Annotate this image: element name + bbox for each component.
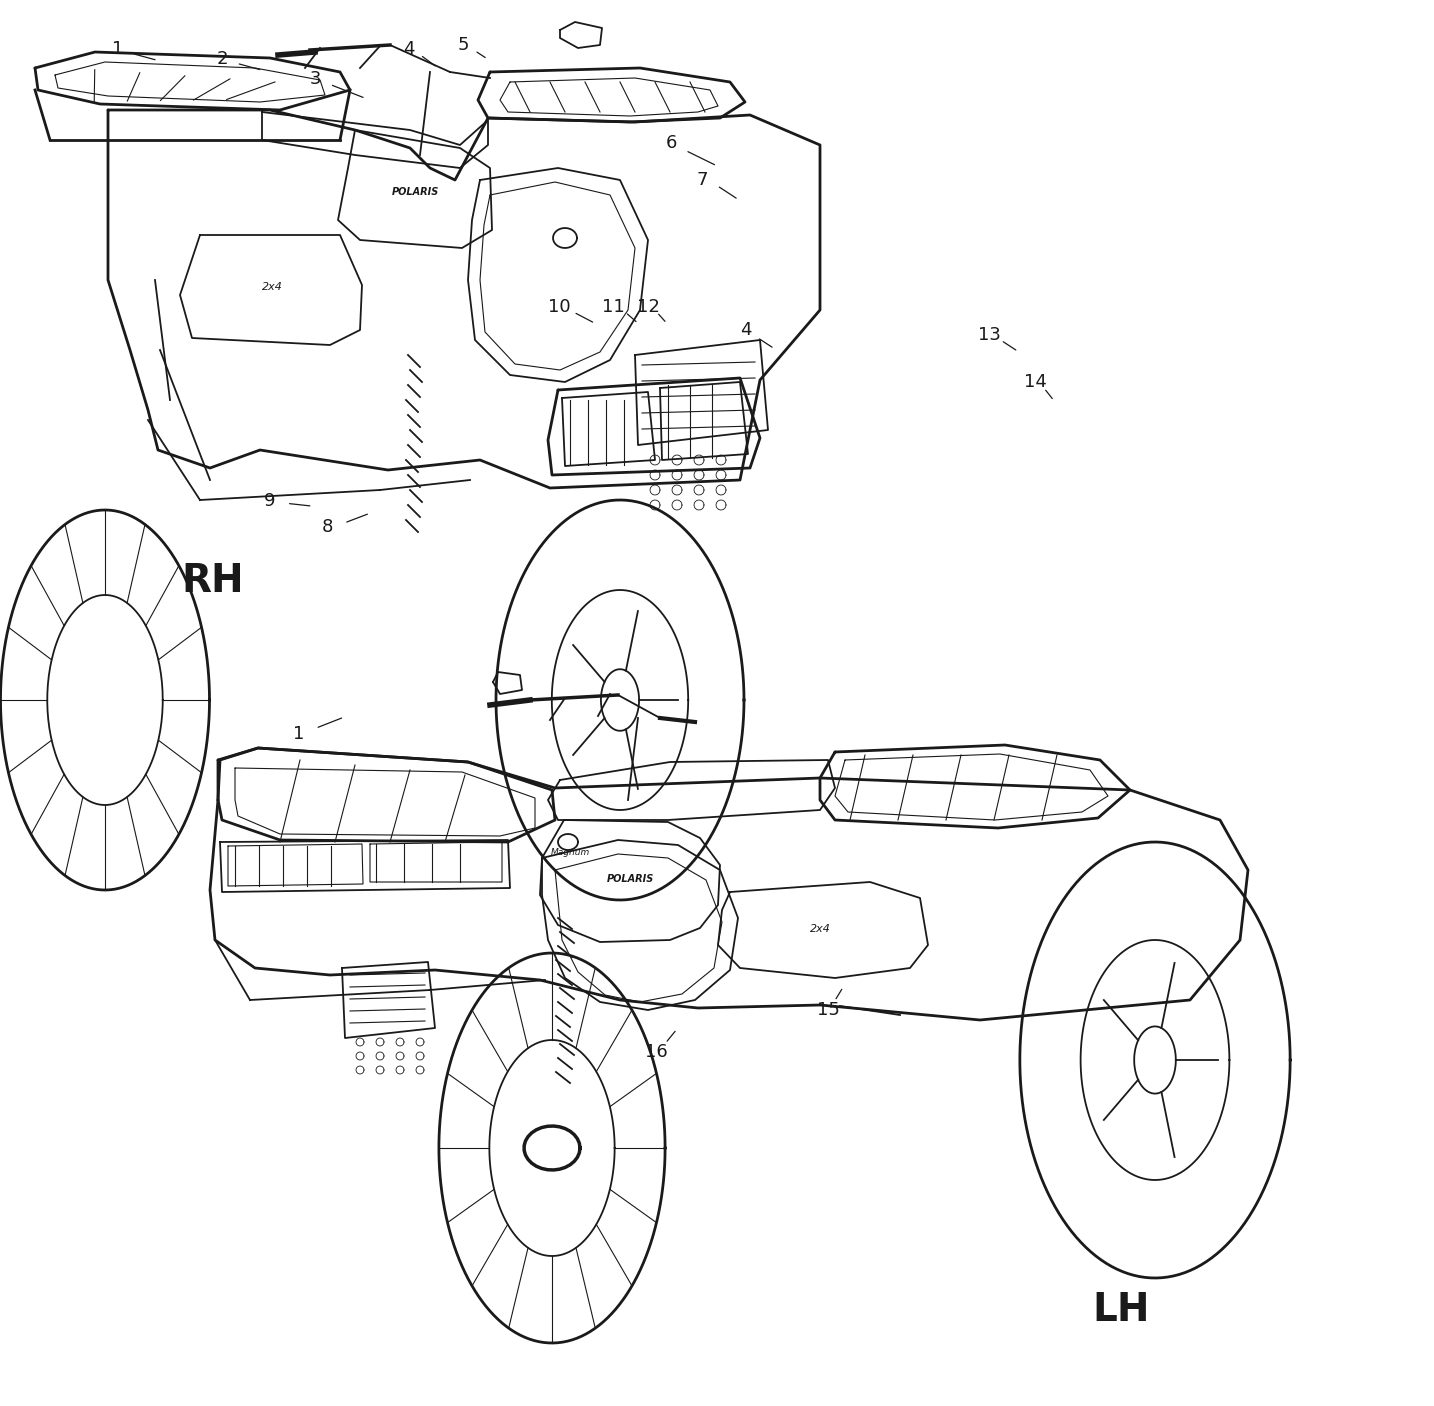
Text: 16: 16 <box>645 1043 668 1060</box>
Text: 4: 4 <box>740 322 751 339</box>
Text: 5: 5 <box>457 37 469 53</box>
Text: 10: 10 <box>548 298 571 315</box>
Text: 2: 2 <box>217 51 228 67</box>
Text: POLARIS: POLARIS <box>391 187 439 197</box>
Text: 14: 14 <box>1024 374 1047 391</box>
Text: 3: 3 <box>310 70 321 87</box>
Text: 2x4: 2x4 <box>810 924 830 934</box>
Text: 6: 6 <box>665 135 677 152</box>
Text: Magnum: Magnum <box>551 848 589 858</box>
Text: POLARIS: POLARIS <box>607 875 654 884</box>
Text: 9: 9 <box>264 492 275 509</box>
Text: 8: 8 <box>321 519 333 536</box>
Text: 15: 15 <box>817 1001 840 1018</box>
Text: 4: 4 <box>403 41 414 58</box>
Text: 1: 1 <box>293 725 304 742</box>
Text: 12: 12 <box>637 298 660 315</box>
Text: LH: LH <box>1093 1291 1150 1330</box>
Text: 11: 11 <box>602 298 625 315</box>
Text: RH: RH <box>181 561 244 600</box>
Text: 7: 7 <box>697 172 708 188</box>
Text: 13: 13 <box>978 326 1001 343</box>
Text: 2x4: 2x4 <box>261 283 282 292</box>
Text: 1: 1 <box>112 41 123 58</box>
